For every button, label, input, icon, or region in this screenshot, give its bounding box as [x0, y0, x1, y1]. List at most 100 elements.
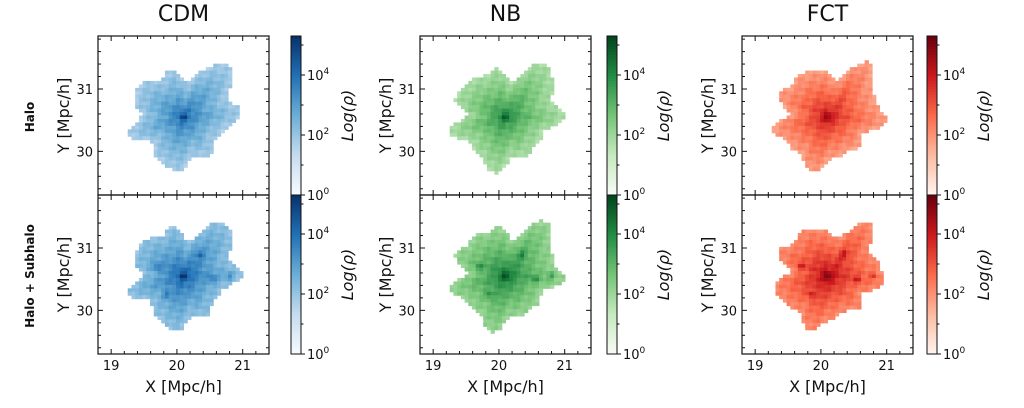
- density-cell: [846, 77, 851, 82]
- density-cell: [157, 129, 162, 134]
- panel-frame: [741, 194, 914, 355]
- density-cell: [864, 87, 869, 92]
- density-cell: [235, 115, 240, 120]
- colorbar-swatch: [291, 221, 301, 225]
- density-cell: [135, 132, 140, 137]
- density-cell: [527, 271, 533, 275]
- density-cell: [216, 63, 222, 68]
- density-cell: [546, 67, 551, 72]
- colorbar-swatch: [607, 279, 617, 284]
- density-cell: [842, 257, 847, 262]
- density-cell: [464, 250, 469, 255]
- density-cell: [505, 139, 510, 144]
- density-cell: [557, 115, 562, 120]
- density-cell: [472, 305, 477, 310]
- density-cell: [176, 288, 181, 293]
- density-cell: [490, 295, 495, 300]
- density-cell: [538, 80, 544, 85]
- density-cell: [202, 143, 207, 148]
- density-cell: [164, 233, 170, 237]
- density-cell: [846, 91, 851, 96]
- density-cell: [498, 274, 503, 279]
- density-cell: [209, 118, 214, 123]
- density-cell: [216, 260, 222, 265]
- density-cell: [494, 153, 499, 158]
- colorbar-swatch: [607, 335, 617, 339]
- density-cell: [820, 163, 825, 168]
- density-cell: [805, 80, 810, 85]
- density-cell: [794, 146, 799, 151]
- density-cell: [168, 319, 173, 324]
- density-cell: [801, 267, 806, 272]
- density-cell: [172, 101, 177, 106]
- density-cell: [213, 67, 218, 72]
- density-cell: [853, 250, 858, 255]
- density-cell: [475, 87, 480, 92]
- density-cell: [846, 281, 851, 286]
- density-cell: [535, 250, 540, 255]
- density-cell: [131, 295, 136, 300]
- density-cell: [834, 281, 840, 286]
- density-cell: [168, 160, 173, 165]
- density-cell: [535, 70, 540, 75]
- density-cell: [505, 156, 510, 161]
- density-cell: [853, 236, 858, 241]
- density-cell: [512, 284, 518, 289]
- density-cell: [483, 156, 488, 161]
- density-cell: [209, 302, 214, 307]
- density-cell: [860, 101, 866, 106]
- density-cell: [853, 139, 858, 144]
- density-cell: [209, 226, 214, 231]
- density-cell: [860, 260, 866, 265]
- density-cell: [512, 101, 518, 106]
- density-cell: [531, 253, 536, 258]
- density-cell: [202, 312, 207, 317]
- density-cell: [546, 108, 551, 113]
- density-cell: [512, 146, 518, 151]
- density-cell: [202, 98, 207, 103]
- density-cell: [153, 101, 158, 106]
- density-cell: [172, 246, 177, 251]
- density-cell: [546, 229, 551, 234]
- colorbar-swatch: [291, 147, 301, 151]
- density-cell: [531, 101, 536, 106]
- density-cell: [790, 243, 795, 248]
- density-cell: [179, 271, 184, 275]
- density-cell: [779, 295, 784, 300]
- density-cell: [538, 219, 544, 224]
- colorbar-swatch: [607, 171, 617, 175]
- density-cell: [542, 246, 547, 251]
- density-cell: [794, 298, 799, 303]
- density-cell: [797, 274, 802, 279]
- density-cell: [812, 115, 817, 120]
- density-cell: [820, 156, 825, 161]
- density-cell: [808, 322, 814, 327]
- density-cell: [494, 277, 499, 282]
- density-cell: [834, 302, 840, 307]
- density-cell: [797, 136, 802, 141]
- density-cell: [220, 260, 225, 265]
- density-cell: [205, 87, 211, 92]
- colorbar-swatch: [607, 250, 617, 254]
- density-cell: [457, 91, 462, 96]
- density-cell: [868, 108, 873, 113]
- density-cell: [498, 74, 503, 78]
- density-cell: [209, 281, 214, 286]
- density-cell: [868, 94, 873, 99]
- density-cell: [498, 236, 503, 241]
- density-cell: [509, 274, 514, 279]
- colorbar-swatch: [607, 189, 617, 193]
- density-cell: [486, 77, 492, 82]
- colorbar-label: Log(ρ): [974, 90, 993, 142]
- density-cell: [864, 63, 869, 68]
- density-cell: [827, 125, 832, 130]
- density-cell: [146, 98, 151, 103]
- density-cell: [153, 302, 158, 307]
- density-cell: [472, 302, 477, 307]
- density-cell: [209, 125, 214, 130]
- density-cell: [535, 105, 540, 110]
- density-cell: [205, 271, 211, 275]
- density-cell: [468, 105, 473, 110]
- density-cell: [797, 105, 802, 110]
- colorbar-swatch: [607, 226, 617, 231]
